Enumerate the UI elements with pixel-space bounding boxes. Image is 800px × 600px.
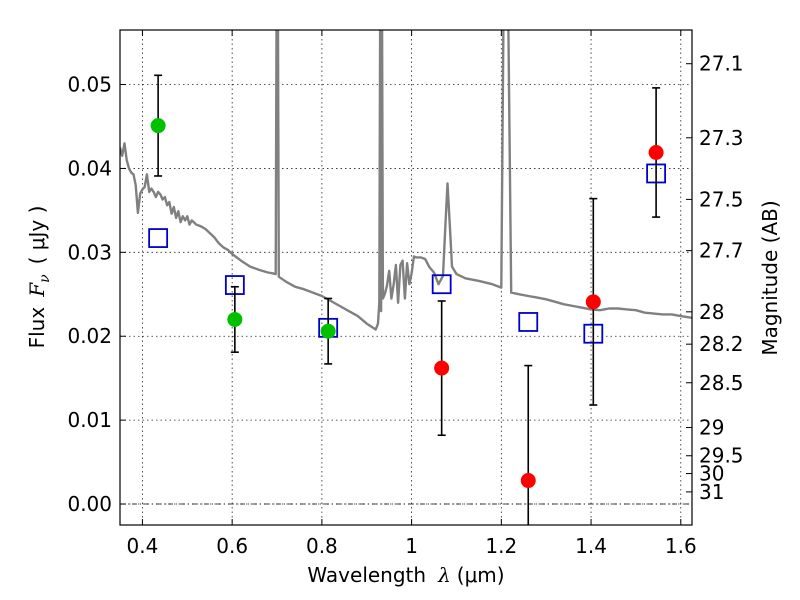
y-tick-label: 0.05	[67, 73, 112, 97]
y-tick-label: 0.00	[67, 492, 112, 516]
x-axis-label: Wavelength λ (μm)	[307, 563, 504, 587]
x-axis-unit: (μm)	[457, 563, 505, 587]
x-axis-label-text: Wavelength	[307, 563, 426, 587]
x-tick-label: 1.4	[575, 534, 607, 558]
y-tick-label: 0.03	[67, 240, 112, 264]
observed-point-red	[520, 473, 536, 489]
observed-point-red	[648, 144, 664, 160]
y2-tick-label: 28.5	[699, 371, 744, 395]
model-photometry-square	[431, 274, 452, 295]
y-axis-unit: ( μJy )	[25, 206, 49, 265]
x-tick-label: 1	[405, 534, 418, 558]
data-markers	[148, 74, 667, 525]
y2-tick-label: 28	[699, 300, 724, 324]
y2-axis-label: Magnitude (AB)	[758, 200, 782, 355]
axis-ticks: 0.4 0.6 0.8 1 1.2 1.4 1.6 0.00 0.01 0.02 0.03 0.04 0…	[67, 30, 744, 558]
observed-point-red	[434, 360, 450, 376]
y2-tick-label: 29	[699, 416, 724, 440]
y2-tick-label: 31	[699, 480, 724, 504]
y2-tick-label: 30	[699, 462, 724, 486]
y-axis-label: Flux Fν ( μJy )	[25, 206, 53, 349]
x-tick-label: 0.8	[306, 534, 338, 558]
y2-tick-label: 29.5	[699, 444, 744, 468]
y2-tick-label: 27.1	[699, 52, 744, 76]
y-tick-label: 0.02	[67, 324, 112, 348]
y-tick-label: 0.04	[67, 156, 112, 180]
x-tick-label: 1.2	[485, 534, 517, 558]
model-photometry-square	[148, 228, 169, 248]
observed-point-red	[585, 294, 601, 310]
plot-frame	[119, 29, 693, 526]
model-spectrum-line	[120, 30, 692, 331]
y2-tick-label: 27.5	[699, 187, 744, 211]
y-axis-subscript: ν	[37, 274, 53, 283]
model-spectrum	[120, 30, 692, 331]
x-tick-label: 0.4	[127, 534, 159, 558]
x-tick-label: 1.6	[665, 534, 697, 558]
y-axis-label-text: Flux	[25, 307, 49, 349]
model-photometry-square	[518, 312, 539, 332]
y-axis-symbol: F	[25, 282, 49, 298]
x-tick-label: 0.6	[216, 534, 248, 558]
y2-tick-label: 27.3	[699, 126, 744, 150]
y-tick-label: 0.01	[67, 408, 112, 432]
observed-point-green	[320, 323, 336, 339]
y2-tick-label: 28.2	[699, 332, 744, 356]
x-axis-symbol: λ	[437, 563, 451, 587]
observed-point-green	[150, 118, 166, 134]
observed-point-green	[227, 311, 243, 327]
y2-tick-label: 27.7	[699, 239, 744, 263]
